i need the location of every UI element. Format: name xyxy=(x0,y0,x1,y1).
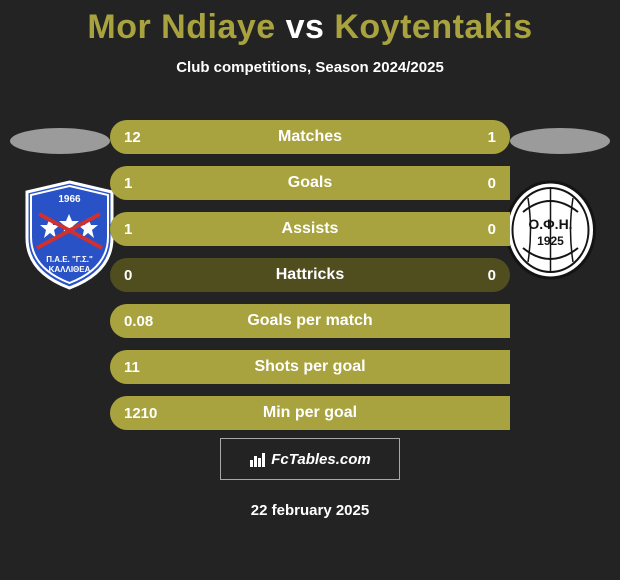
stat-label: Assists xyxy=(110,220,510,238)
stat-row: Goals per match0.08 xyxy=(110,304,510,338)
stat-row: Hattricks0 0 xyxy=(110,258,510,292)
stat-value-right: 0 xyxy=(488,175,496,192)
player-shadow-right xyxy=(510,128,610,154)
badge-text-2: ΚΑΛΛΙΘΕΑ xyxy=(49,265,91,274)
stat-value-left: 12 xyxy=(124,129,141,146)
stat-row: Assists1 0 xyxy=(110,212,510,246)
vs-separator: vs xyxy=(276,8,335,46)
stat-value-right: 1 xyxy=(488,129,496,146)
stat-value-right: 0 xyxy=(488,267,496,284)
stat-label: Goals per match xyxy=(110,312,510,330)
shield-icon: 1966 Π.Α.Ε. "Γ.Σ." ΚΑΛΛΙΘΕΑ xyxy=(22,180,117,290)
stat-label: Matches xyxy=(110,128,510,146)
stat-value-left: 0 xyxy=(124,267,132,284)
content-wrapper: Mor Ndiaye vs Koytentakis Club competiti… xyxy=(0,0,620,580)
stat-value-left: 1 xyxy=(124,221,132,238)
branding-box[interactable]: FcTables.com xyxy=(220,438,400,480)
badge-year: 1966 xyxy=(58,194,81,205)
stat-label: Goals xyxy=(110,174,510,192)
stats-container: Matches121Goals10Assists10Hattricks00Goa… xyxy=(110,120,510,442)
stat-value-left: 1210 xyxy=(124,405,157,422)
stat-row: Min per goal1210 xyxy=(110,396,510,430)
player-shadow-left xyxy=(10,128,110,154)
player1-name: Mor Ndiaye xyxy=(87,8,275,46)
stat-label: Min per goal xyxy=(110,404,510,422)
club-badge-right: Ο.Φ.Η. 1925 xyxy=(503,180,598,285)
ball-badge-icon: Ο.Φ.Η. 1925 xyxy=(503,180,598,280)
stat-label: Shots per goal xyxy=(110,358,510,376)
stat-label: Hattricks xyxy=(110,266,510,284)
stat-value-left: 11 xyxy=(124,359,140,376)
stat-value-right: 0 xyxy=(488,221,496,238)
badge-year: 1925 xyxy=(537,234,564,248)
stat-value-left: 0.08 xyxy=(124,313,153,330)
stat-row: Goals1 0 xyxy=(110,166,510,200)
stat-row: Matches12 1 xyxy=(110,120,510,154)
date-label: 22 february 2025 xyxy=(0,502,620,519)
subtitle: Club competitions, Season 2024/2025 xyxy=(0,59,620,76)
stat-value-left: 1 xyxy=(124,175,132,192)
bar-chart-icon xyxy=(249,450,267,468)
page-title: Mor Ndiaye vs Koytentakis xyxy=(0,0,620,47)
branding-text: FcTables.com xyxy=(271,451,370,468)
club-badge-left: 1966 Π.Α.Ε. "Γ.Σ." ΚΑΛΛΙΘΕΑ xyxy=(22,180,117,295)
stat-row: Shots per goal11 xyxy=(110,350,510,384)
badge-text: Π.Α.Ε. "Γ.Σ." xyxy=(46,255,93,264)
badge-abbr: Ο.Φ.Η. xyxy=(528,216,572,232)
player2-name: Koytentakis xyxy=(334,8,532,46)
